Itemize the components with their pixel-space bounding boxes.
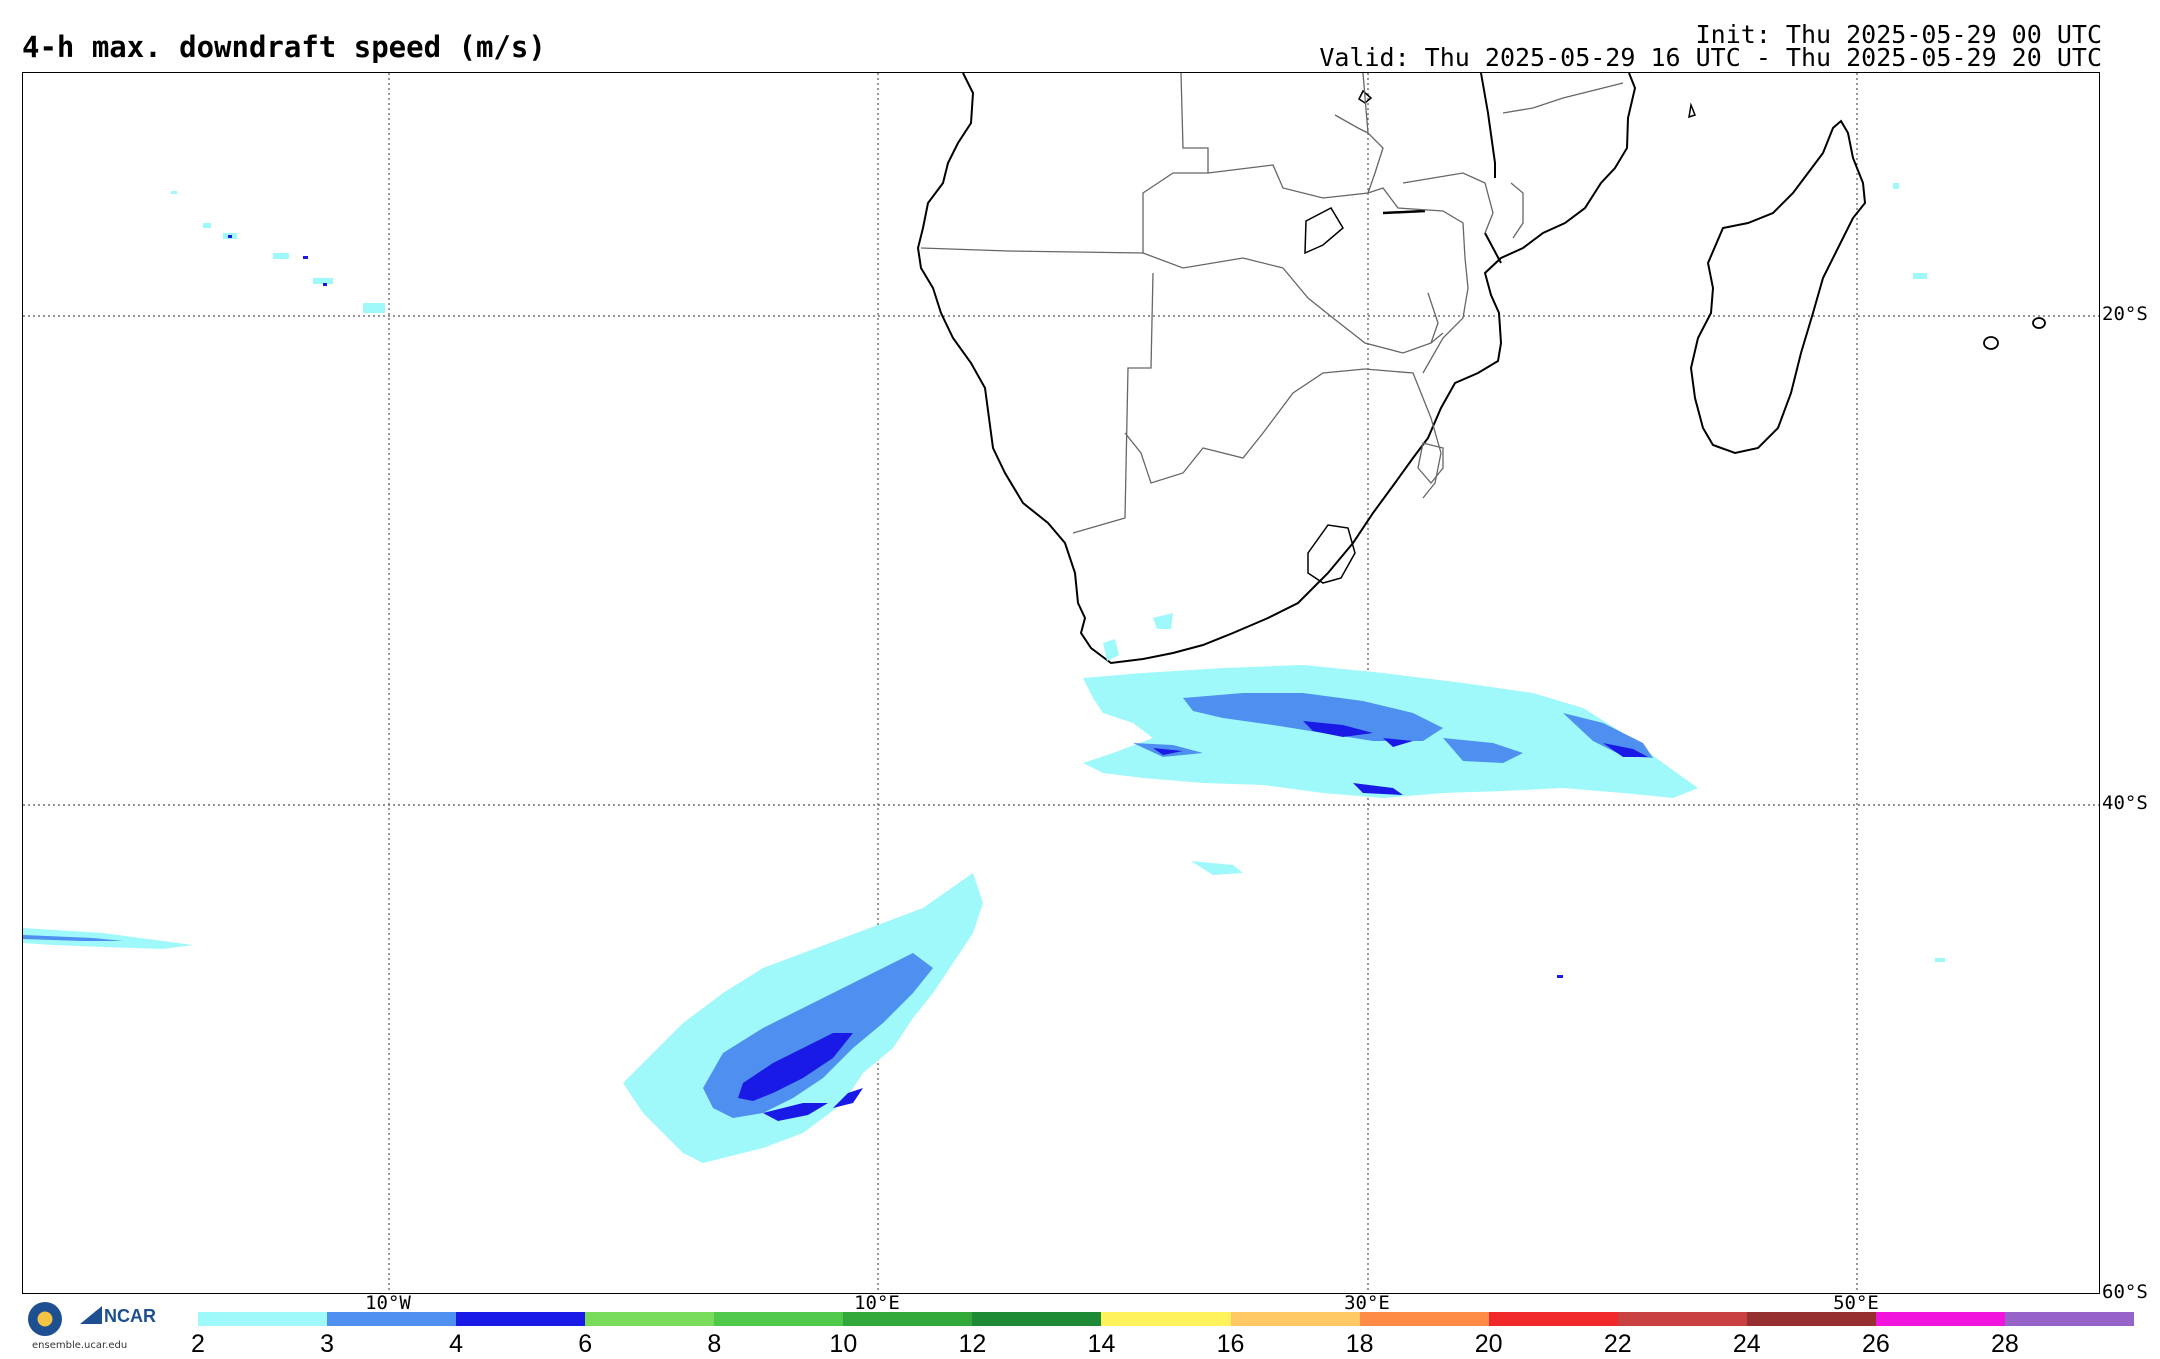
- downdraft-scatter-nw-strong: [228, 235, 1563, 978]
- colorbar-tick-label: 26: [1861, 1330, 1890, 1358]
- downdraft-scatter-nw: [171, 183, 1945, 962]
- map-canvas: [23, 73, 2099, 1293]
- lake-malawi: [1480, 73, 1496, 178]
- lon-label-10w: 10°W: [365, 1292, 411, 1314]
- colorbar-tick-label: 16: [1216, 1330, 1245, 1358]
- colorbar-swatch: [198, 1312, 328, 1326]
- downdraft-field-atlantic: [23, 873, 983, 1163]
- colorbar-tick-label: 10: [829, 1330, 858, 1358]
- colorbar-swatch: [1488, 1312, 1618, 1326]
- africa-coastline: [916, 73, 1637, 665]
- colorbar-tick-label: 24: [1732, 1330, 1761, 1358]
- madagascar-coastline: [1689, 119, 1867, 455]
- colorbar-swatch: [1617, 1312, 1747, 1326]
- nsf-logo-icon: [28, 1302, 62, 1336]
- colorbar-swatch: [843, 1312, 973, 1326]
- colorbar-tick-label: 18: [1345, 1330, 1374, 1358]
- lake-kariba: [1304, 207, 1344, 255]
- lat-label-40s: 40°S: [2102, 792, 2148, 814]
- lat-label-20s: 20°S: [2102, 303, 2148, 325]
- colorbar-swatch: [972, 1312, 1102, 1326]
- colorbar-tick-label: 12: [958, 1330, 987, 1358]
- colorbar-swatch: [1746, 1312, 1876, 1326]
- lesotho-border: [1307, 524, 1356, 584]
- lon-label-50e: 50°E: [1833, 1292, 1879, 1314]
- ncar-logo-text: NCAR: [104, 1306, 156, 1326]
- colorbar-tick-label: 22: [1603, 1330, 1632, 1358]
- map-title: 4-h max. downdraft speed (m/s): [22, 30, 546, 64]
- colorbar-tick-label: 20: [1474, 1330, 1503, 1358]
- colorbar-swatch: [327, 1312, 457, 1326]
- lake-malawi-south: [1484, 232, 1502, 264]
- colorbar-swatch: [1875, 1312, 2005, 1326]
- colorbar-tick-label: 28: [1991, 1330, 2019, 1358]
- lon-label-30e: 30°E: [1344, 1292, 1390, 1314]
- lake-cahora-bassa: [1382, 209, 1426, 215]
- map-panel: [22, 72, 2100, 1294]
- colorbar-swatch: [1230, 1312, 1360, 1326]
- ncar-logo-icon: [80, 1306, 102, 1324]
- colorbar-tick-label: 8: [707, 1330, 722, 1358]
- lon-label-10e: 10°E: [854, 1292, 900, 1314]
- colorbar-swatch: [2004, 1312, 2134, 1326]
- site-url: ensemble.ucar.edu: [32, 1340, 128, 1351]
- colorbar-tick-label: 2: [191, 1330, 205, 1358]
- colorbar-swatch: [1359, 1312, 1489, 1326]
- colorbar-tick-label: 3: [320, 1330, 335, 1358]
- colorbar-tick-label: 6: [578, 1330, 593, 1358]
- country-borders: [920, 73, 1624, 534]
- lat-label-60s: 60°S: [2102, 1281, 2148, 1303]
- comoros-island: [1688, 102, 1696, 119]
- reunion-island: [1983, 336, 1999, 350]
- colorbar-swatch: [456, 1312, 586, 1326]
- graticule: [23, 73, 2099, 1293]
- colorbar-tick-label: 14: [1087, 1330, 1116, 1358]
- valid-time: Valid: Thu 2025-05-29 16 UTC - Thu 2025-…: [1319, 43, 2102, 72]
- downdraft-field-southafrica: [1083, 613, 1698, 875]
- colorbar: [198, 1312, 2134, 1326]
- colorbar-swatch: [585, 1312, 715, 1326]
- mauritius-island: [2032, 317, 2046, 329]
- colorbar-tick-label: 4: [449, 1330, 464, 1358]
- colorbar-swatch: [714, 1312, 844, 1326]
- init-time: Init: Thu 2025-05-29 00 UTC: [1695, 20, 2102, 49]
- colorbar-swatch: [1101, 1312, 1231, 1326]
